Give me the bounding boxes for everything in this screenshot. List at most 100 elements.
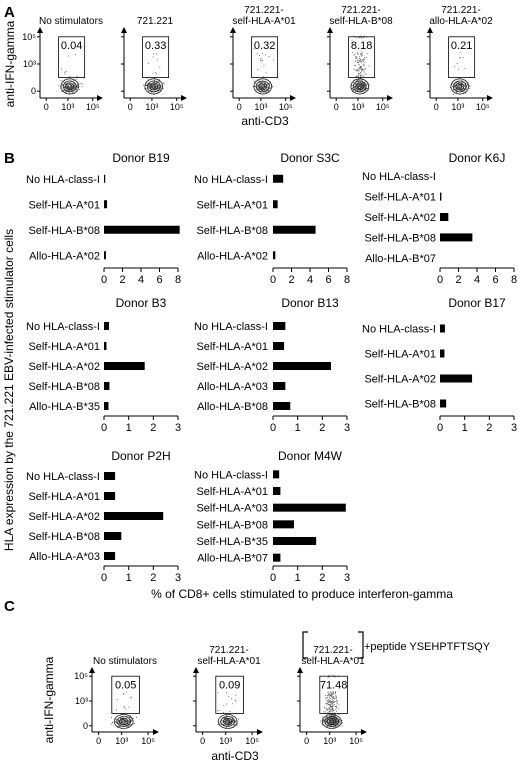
event-dot xyxy=(459,88,461,90)
event-dot xyxy=(268,88,270,89)
event-dot xyxy=(236,723,238,725)
event-dot xyxy=(326,722,327,723)
event-dot xyxy=(333,722,335,723)
event-dot xyxy=(65,91,67,93)
event-dot xyxy=(328,675,330,677)
event-dot xyxy=(335,726,337,728)
event-dot xyxy=(354,86,355,88)
event-dot xyxy=(75,88,77,90)
event-dot xyxy=(356,86,358,88)
event-dot xyxy=(335,708,337,710)
event-dot xyxy=(257,85,259,86)
bar xyxy=(273,362,331,370)
event-dot xyxy=(129,722,131,723)
event-dot xyxy=(328,706,330,708)
event-dot xyxy=(463,84,465,86)
event-dot xyxy=(118,720,120,722)
event-dot xyxy=(459,57,461,59)
event-dot xyxy=(325,716,327,718)
event-dot xyxy=(111,722,113,723)
event-dot xyxy=(143,84,144,86)
event-dot xyxy=(149,88,150,90)
event-dot xyxy=(124,722,126,724)
event-dot xyxy=(334,715,336,717)
event-dot xyxy=(459,84,461,86)
event-dot xyxy=(363,35,365,37)
event-dot xyxy=(335,725,337,727)
gate-value: 0.04 xyxy=(61,40,82,52)
event-dot xyxy=(330,723,332,724)
event-dot xyxy=(265,91,267,93)
event-dot xyxy=(156,82,158,84)
x-tick-label: 0 xyxy=(101,422,107,434)
chart-title: Donor B3 xyxy=(116,296,167,310)
event-dot xyxy=(159,79,160,81)
bar xyxy=(440,192,442,201)
event-dot xyxy=(329,704,331,705)
event-dot xyxy=(122,716,123,718)
event-dot xyxy=(262,88,263,90)
event-dot xyxy=(335,714,336,715)
contour-ring xyxy=(118,717,129,726)
x-tick-label: 10³ xyxy=(451,102,464,112)
chart-title: Donor S3C xyxy=(280,151,340,165)
event-dot xyxy=(146,84,148,86)
event-dot xyxy=(227,719,228,721)
event-dot xyxy=(460,83,462,85)
event-dot xyxy=(333,698,334,699)
event-dot xyxy=(158,81,160,82)
bar xyxy=(440,349,445,358)
gate-value: 0.09 xyxy=(219,679,240,691)
event-dot xyxy=(72,92,73,94)
event-dot xyxy=(329,720,331,722)
event-dot xyxy=(353,54,355,56)
event-dot xyxy=(461,83,462,85)
event-dot xyxy=(330,721,332,723)
event-dot xyxy=(461,84,463,85)
event-dot xyxy=(332,691,334,693)
event-dot xyxy=(334,717,336,718)
event-dot xyxy=(118,722,120,724)
event-dot xyxy=(356,57,358,58)
gate-value: 0.32 xyxy=(254,40,275,52)
event-dot xyxy=(334,692,336,694)
event-dot xyxy=(73,85,75,87)
event-dot xyxy=(158,87,160,89)
event-dot xyxy=(366,88,368,89)
event-dot xyxy=(462,88,464,89)
event-dot xyxy=(262,88,264,90)
event-dot xyxy=(359,75,361,77)
event-dot xyxy=(360,81,362,83)
bar-chart-donor: Donor K6J No HLA-class-I Self-HLA-A*01 Self… xyxy=(362,151,517,286)
bar xyxy=(104,402,109,410)
event-dot xyxy=(75,89,77,90)
event-dot xyxy=(359,82,361,84)
event-dot xyxy=(262,81,264,83)
event-dot xyxy=(339,722,340,724)
y-tick-label: 0 xyxy=(31,86,36,96)
event-dot xyxy=(325,703,327,704)
event-dot xyxy=(268,87,269,89)
category-label: Allo-HLA-A*02 xyxy=(197,250,268,262)
bar-chart-donor: Donor M4W No HLA-class-I Self-HLA-A*01 Self… xyxy=(194,449,350,584)
event-dot xyxy=(334,715,336,716)
x-axis-arrow xyxy=(487,95,493,101)
event-dot xyxy=(466,83,468,85)
event-dot xyxy=(359,86,361,87)
event-dot xyxy=(335,695,337,696)
event-dot xyxy=(131,719,133,721)
flow-plot: 0 10³ 10⁵ 71.48 721.221-self-HLA-A*01 xyxy=(297,645,367,746)
event-dot xyxy=(326,713,328,715)
event-dot xyxy=(226,692,227,694)
event-dot xyxy=(76,87,78,89)
event-dot xyxy=(360,59,361,60)
event-dot xyxy=(64,86,66,88)
event-dot xyxy=(332,715,334,717)
gate-value: 0.33 xyxy=(145,40,166,52)
event-dot xyxy=(65,89,66,91)
event-dot xyxy=(126,720,128,722)
category-label: Self-HLA-A*03 xyxy=(196,503,268,515)
event-dot xyxy=(67,88,69,90)
event-dot xyxy=(362,74,364,76)
bar xyxy=(273,470,280,479)
